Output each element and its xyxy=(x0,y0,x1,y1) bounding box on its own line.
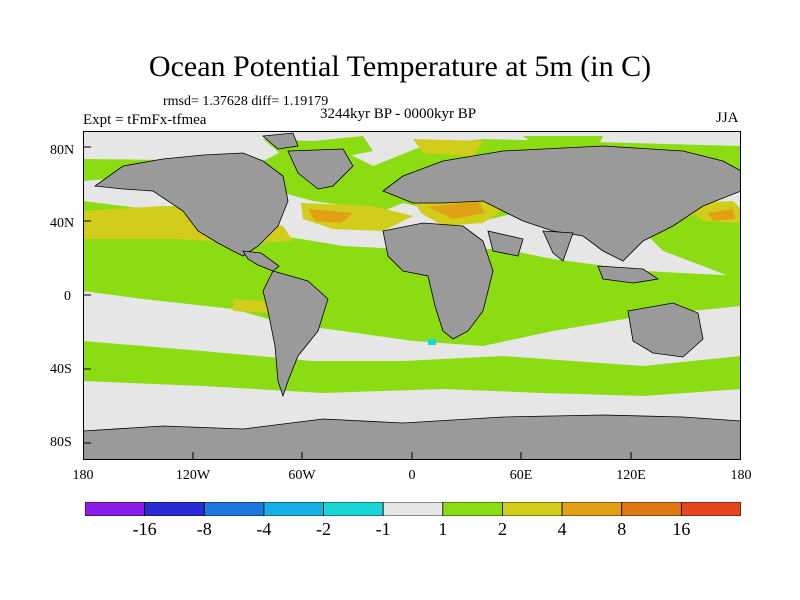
colorbar-label-9: 16 xyxy=(672,519,691,539)
lon-label-60w: 60W xyxy=(288,468,316,483)
land-masses xyxy=(83,132,741,460)
lon-label-0: 0 xyxy=(408,468,416,483)
colorbar-swatch-1 xyxy=(144,502,205,516)
colorbar-swatch-8 xyxy=(561,502,623,516)
period-label: 3244kyr BP - 0000kyr BP xyxy=(320,106,477,122)
lat-label-0: 0 xyxy=(64,289,71,304)
lon-label-120w: 120W xyxy=(175,468,211,483)
colorbar-label-5: 1 xyxy=(438,519,448,539)
temperature-map xyxy=(83,131,741,460)
colorbar-label-6: 2 xyxy=(497,519,507,539)
lon-label-180e: 180 xyxy=(730,468,752,483)
lat-label-40n: 40N xyxy=(50,216,75,231)
plot-title: Ocean Potential Temperature at 5m (in C) xyxy=(148,50,652,83)
colorbar-swatch-4 xyxy=(323,502,384,516)
colorbar-label-2: -4 xyxy=(256,519,272,539)
lon-label-120e: 120E xyxy=(616,468,646,483)
stats-label: rmsd= 1.37628 diff= 1.19179 xyxy=(163,94,329,109)
lon-label-180w: 180 xyxy=(72,468,94,483)
season-label: JJA xyxy=(716,110,739,126)
colorbar-label-3: -2 xyxy=(316,519,332,539)
colorbar xyxy=(85,502,741,516)
lat-label-80n: 80N xyxy=(50,143,75,158)
colorbar-label-7: 4 xyxy=(557,519,567,539)
colorbar-swatch-7 xyxy=(502,502,563,516)
colorbar-swatch-5 xyxy=(382,502,444,516)
lat-label-80s: 80S xyxy=(50,435,72,450)
colorbar-swatch-2 xyxy=(203,502,265,516)
colorbar-label-8: 8 xyxy=(617,519,627,539)
axis-ticks xyxy=(83,146,632,460)
colorbar-label-4: -1 xyxy=(375,519,391,539)
colorbar-label-1: -8 xyxy=(196,519,212,539)
lon-label-60e: 60E xyxy=(509,468,533,483)
colorbar-swatch-9 xyxy=(621,502,682,516)
experiment-label: Expt = tFmFx-tfmea xyxy=(83,112,207,128)
colorbar-label-0: -16 xyxy=(132,519,157,539)
colorbar-swatch-0 xyxy=(85,502,146,516)
colorbar-swatch-6 xyxy=(442,502,503,516)
colorbar-swatch-3 xyxy=(263,502,324,516)
colorbar-swatch-10 xyxy=(680,502,741,516)
lat-label-40s: 40S xyxy=(50,362,72,377)
cyan-anomaly-spot xyxy=(428,339,436,345)
